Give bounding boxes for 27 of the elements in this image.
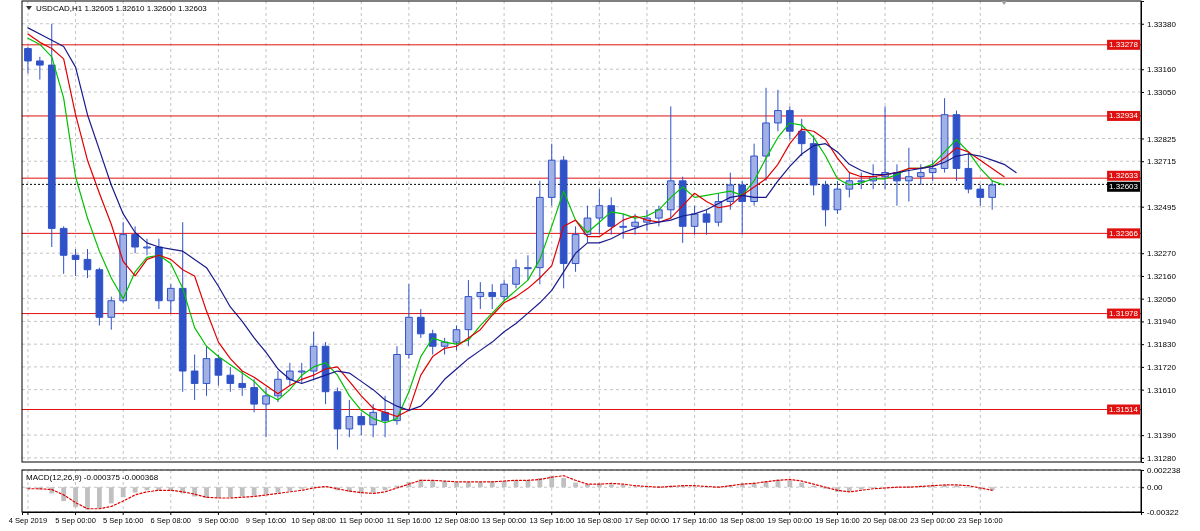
y-tick-label: 0.002238 [1147, 466, 1181, 476]
y-tick-label: 1.31280 [1147, 453, 1177, 463]
ref-line-label: 1.32603 [1109, 182, 1139, 192]
y-tick-label: 1.32715 [1147, 157, 1177, 167]
y-tick-label: -0.00322 [1147, 508, 1180, 518]
y-tick-label: 1.31830 [1147, 340, 1177, 350]
y-tick-label: 0.00 [1147, 483, 1164, 493]
y-tick-label: 1.32495 [1147, 202, 1177, 212]
y-tick-label: 1.33380 [1147, 19, 1177, 29]
ref-line-label: 1.32934 [1109, 111, 1139, 121]
y-tick-label: 1.32825 [1147, 134, 1177, 144]
y-tick-label: 1.31390 [1147, 431, 1177, 441]
ref-line-label: 1.31978 [1109, 309, 1139, 319]
ref-line-label: 1.32366 [1109, 228, 1139, 238]
y-tick-label: 1.33160 [1147, 65, 1177, 75]
ref-line-label: 1.31514 [1109, 404, 1139, 414]
y-tick-label: 1.31720 [1147, 362, 1177, 372]
y-tick-label: 1.32160 [1147, 272, 1177, 282]
ref-line-label: 1.32633 [1109, 171, 1139, 181]
chart-title: MACD(12,26,9) -0.000375 -0.000368 [26, 473, 159, 482]
y-tick-label: 1.31610 [1147, 385, 1177, 395]
y-tick-label: 1.32270 [1147, 249, 1177, 259]
chart-title: USDCAD,H1 1.32605 1.32610 1.32600 1.32603 [36, 4, 208, 13]
y-tick-label: 1.32050 [1147, 294, 1177, 304]
y-tick-label: 1.33050 [1147, 88, 1177, 98]
y-tick-label: 1.31940 [1147, 317, 1177, 327]
ref-line-label: 1.33278 [1109, 40, 1139, 50]
